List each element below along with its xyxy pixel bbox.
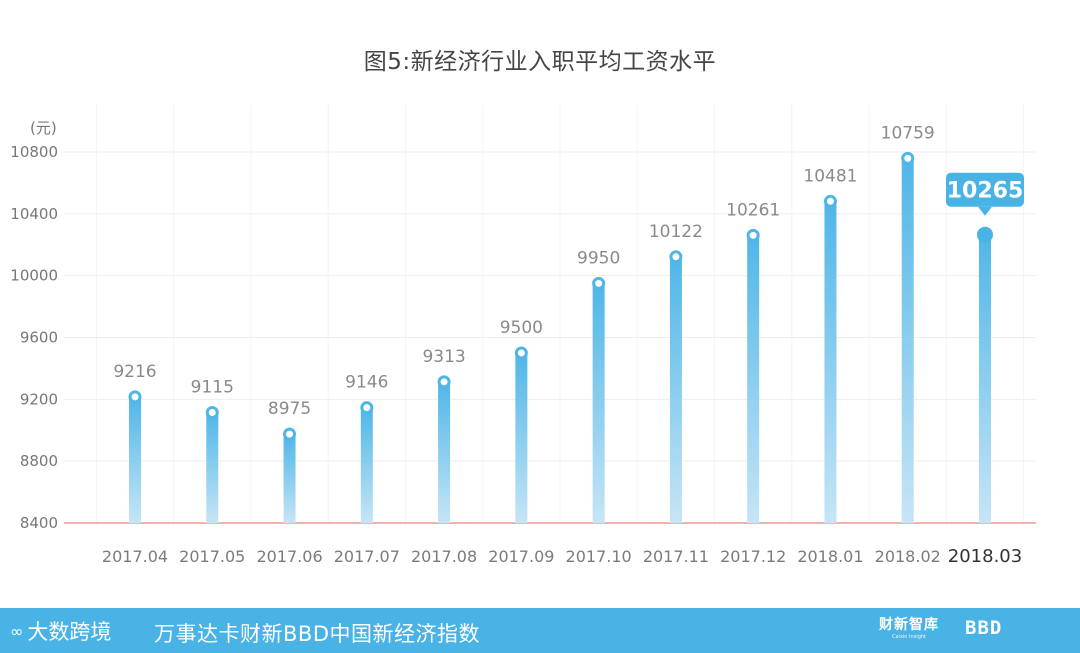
y-axis: (元) 8400 8800 9200 9600 10000 10400 10800 [10,119,58,532]
y-tick-label: 8800 [20,452,58,470]
data-point [823,194,837,208]
data-point [205,405,219,419]
bar [824,201,837,524]
y-tick-label: 10800 [10,143,58,161]
y-axis-unit: (元) [30,119,57,137]
x-tick-label: 2017.11 [643,547,709,566]
footer-source: 万事达卡财新BBD中国新经济指数 [154,622,480,646]
x-tick-label: 2017.08 [411,547,477,566]
value-label: 10481 [803,166,857,186]
x-tick-label: 2018.01 [797,547,863,566]
bar [979,234,991,523]
caixin-insight-name: 财新智库 [879,617,939,633]
data-point [128,390,142,404]
callout-box [946,172,1024,207]
footer-bar: ∞ 大数跨境 万事达卡财新BBD中国新经济指数 财新智库 Caixin Insi… [0,608,1080,653]
bar [669,256,682,523]
x-tick-label: 2017.09 [488,547,554,566]
caixin-insight-sub: Caixin Insight [892,634,926,640]
grid-lines [64,105,1036,524]
value-label: 9146 [345,373,388,393]
x-axis-labels: 2017.04 2017.05 2017.06 2017.07 2017.08 2017.… [102,546,1022,567]
value-label: 8975 [268,399,311,419]
x-tick-label: 2017.07 [334,547,400,566]
y-tick-label: 9600 [20,329,58,347]
value-label: 9216 [113,362,156,382]
x-tick-label: 2018.02 [875,547,941,566]
data-point [360,401,374,415]
x-tick-label: 2017.12 [720,547,786,566]
chart-title: 图5:新经济行业入职平均工资水平 [363,49,717,75]
bar [515,352,528,523]
bar [901,158,914,523]
bars [128,151,993,524]
bar [747,235,760,523]
data-point [514,346,528,360]
value-label: 10759 [881,123,935,143]
data-point [437,375,451,389]
callout-pointer [978,206,992,216]
caixin-insight-logo: 财新智库 Caixin Insight [879,616,939,641]
data-point-highlight [977,226,993,243]
y-tick-label: 10400 [10,205,58,223]
value-label: 10122 [649,222,703,242]
value-labels: 9216 9115 8975 9146 9313 9500 9950 10122 10261 10… [113,123,1024,419]
bbd-logo: BBD [965,617,1003,639]
value-label: 9313 [422,347,465,367]
x-tick-label: 2018.03 [948,546,1022,567]
x-tick-label: 2017.06 [256,547,322,566]
bar [129,396,141,523]
x-tick-label: 2017.04 [102,547,168,566]
footer-logo: ∞ 大数跨境 [10,616,111,646]
data-point [746,228,760,242]
data-point [283,427,297,441]
value-label: 9950 [577,248,620,268]
x-tick-label: 2017.10 [566,547,632,566]
bar [206,412,219,523]
data-point [592,276,606,290]
y-tick-label: 10000 [10,267,58,285]
x-tick-label: 2017.05 [179,547,245,566]
bar [283,434,296,523]
value-label: 10265 [947,179,1024,204]
y-tick-label: 9200 [20,390,58,408]
highlight-callout: 10265 [946,172,1024,216]
footer-logo-text: 大数跨境 [27,620,112,644]
bar [438,381,451,523]
y-tick-label: 8400 [20,514,58,532]
bar-chart: (元) 8400 8800 9200 9600 10000 10400 10800 9216… [10,105,1036,567]
data-point [669,250,683,264]
bar [360,407,373,523]
value-label: 9115 [191,377,234,397]
value-label: 9500 [500,318,543,338]
value-label: 10261 [726,200,780,220]
infinity-loop-icon: ∞ [10,621,24,641]
data-point [901,151,915,165]
bar [592,283,605,523]
